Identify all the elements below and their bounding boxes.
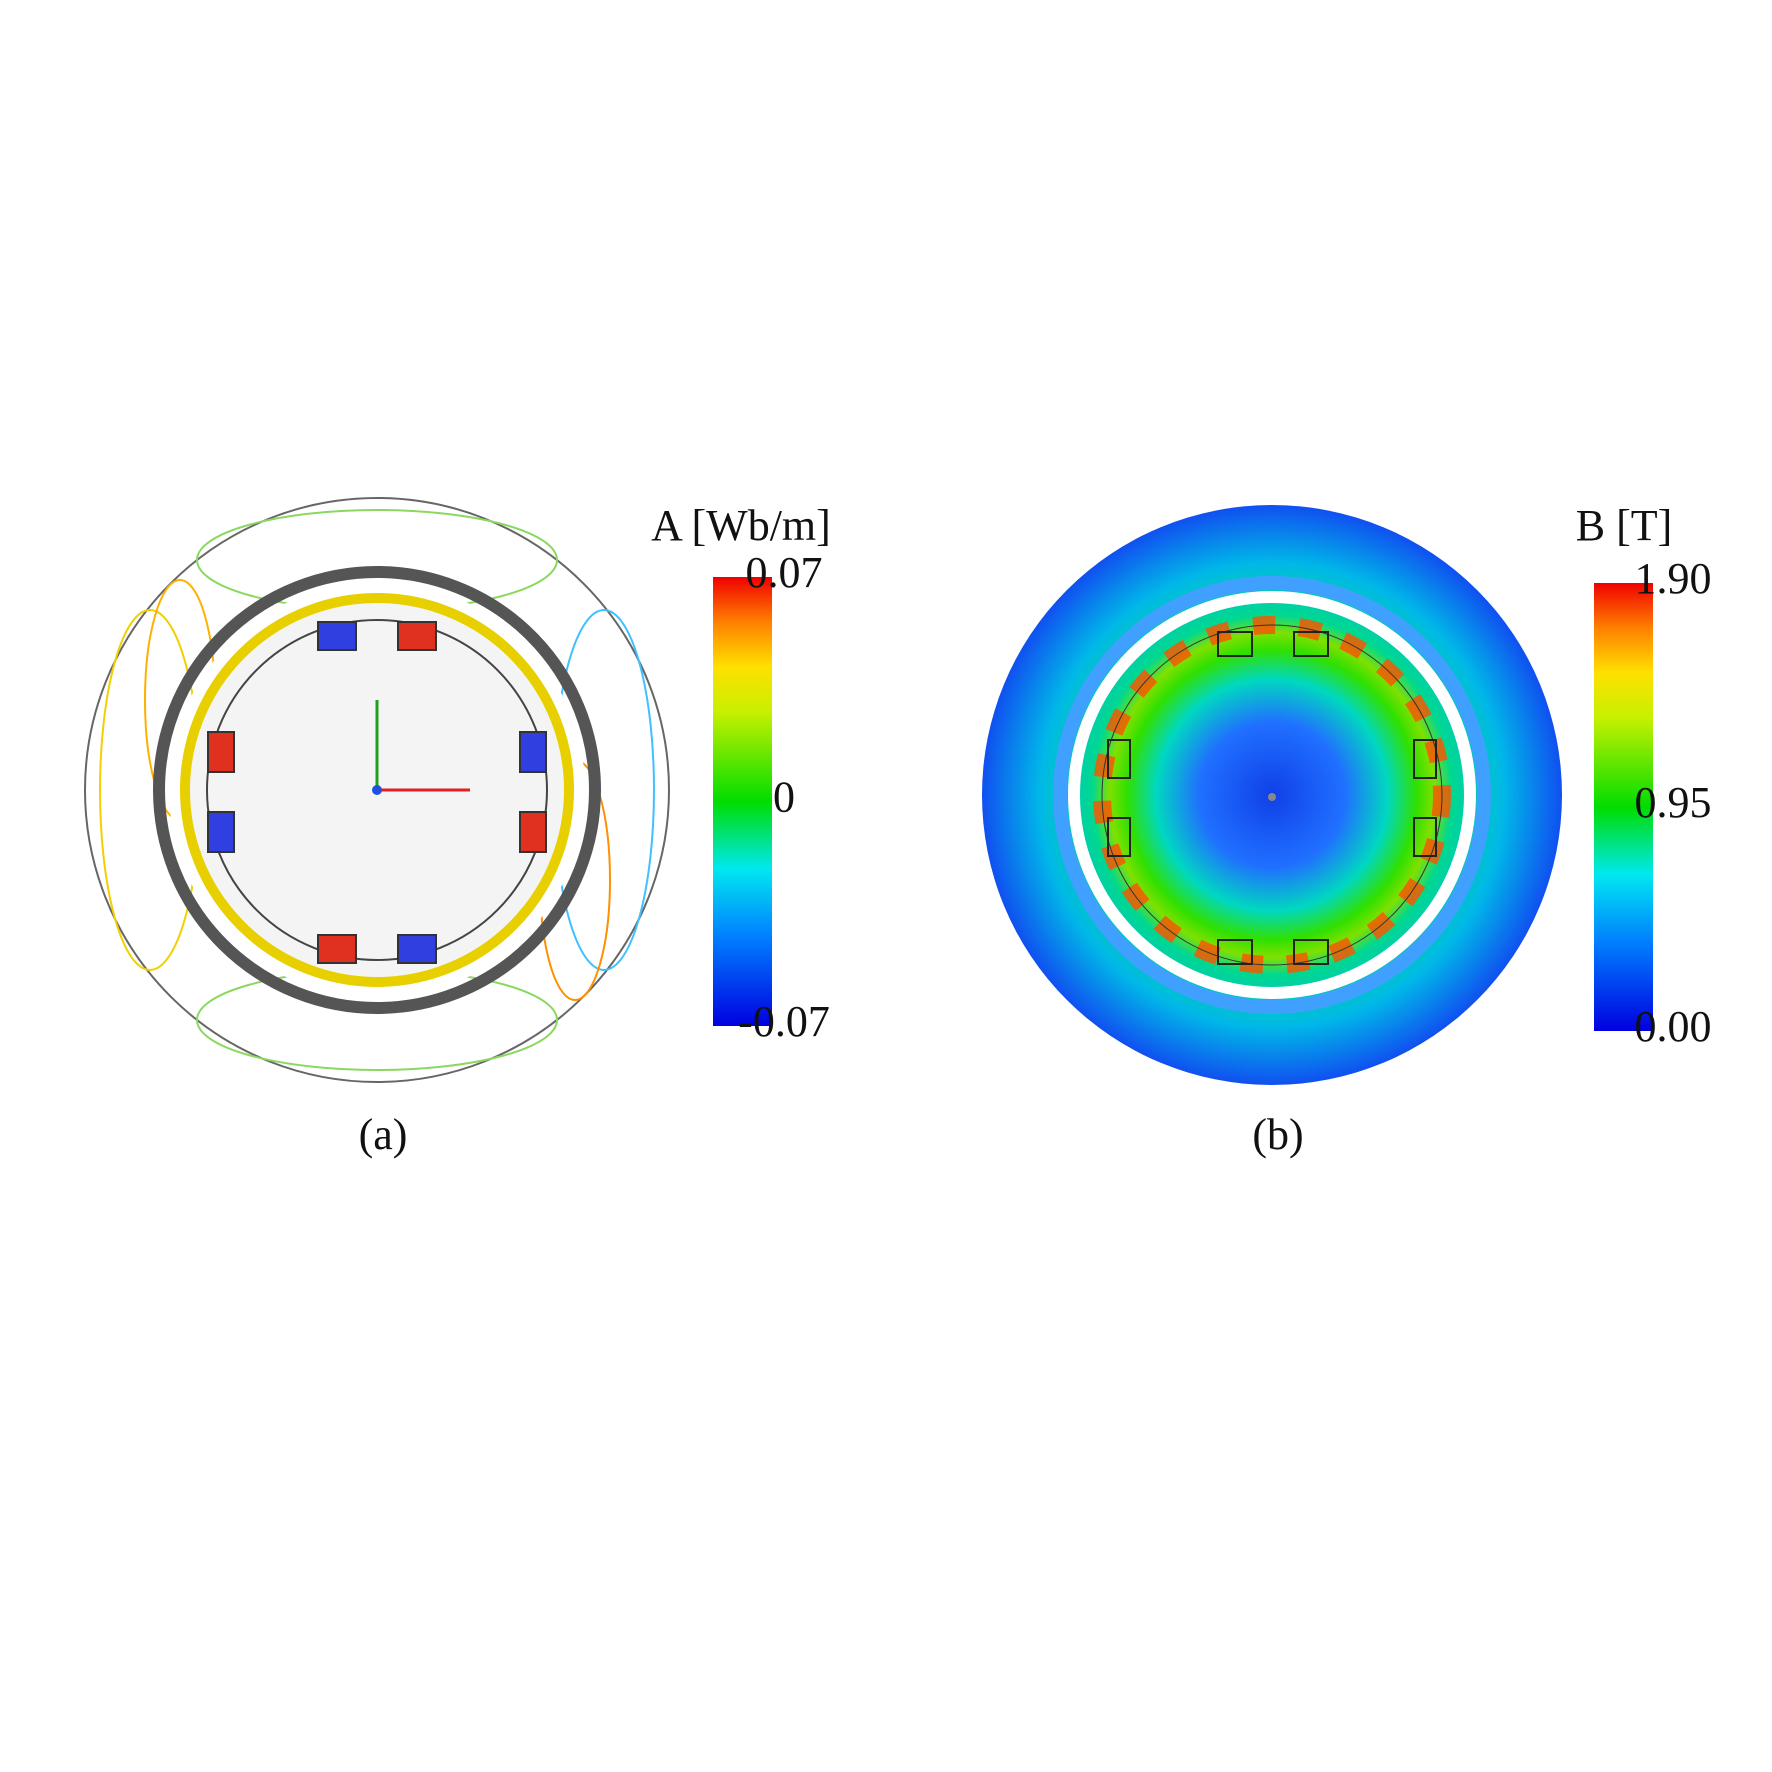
colorbar-title: A [Wb/m] [651,501,831,550]
colorbar [713,577,772,1026]
caption: (a) [359,1110,408,1159]
tick-label: 0 [773,773,795,822]
caption: (b) [1252,1110,1303,1159]
colorbar [1594,583,1653,1031]
tick-label: 0.00 [1635,1002,1712,1051]
flux-density-plot [982,505,1562,1085]
flux-plot [84,497,670,1083]
tick-label: -0.07 [738,997,830,1046]
tick-label: 0.07 [746,548,823,597]
colorbar-title: B [T] [1576,501,1673,550]
tick-label: 0.95 [1635,778,1712,827]
tick-label: 1.90 [1635,554,1712,603]
